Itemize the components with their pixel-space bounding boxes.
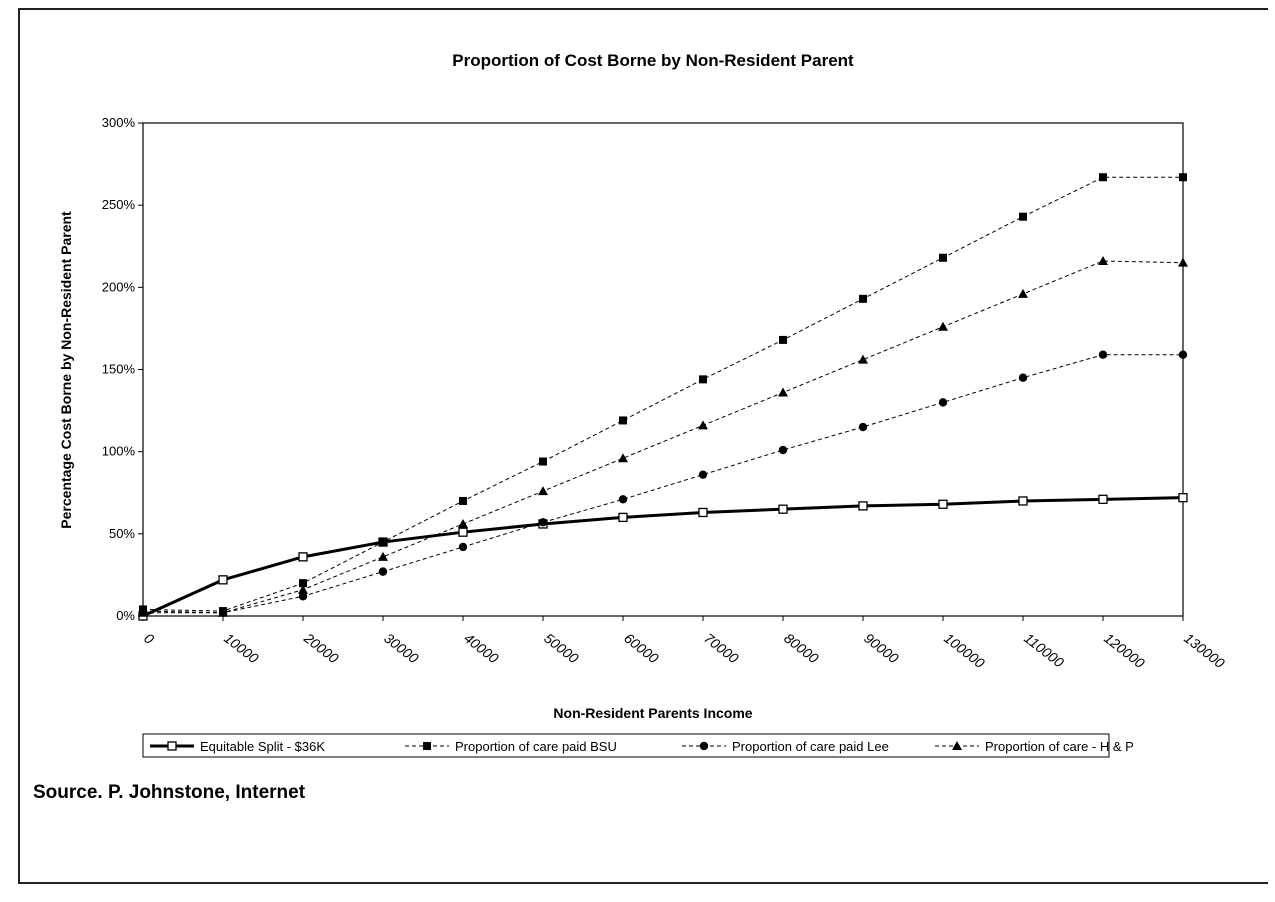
data-point [858, 501, 868, 511]
legend-label: Equitable Split - $36K [200, 739, 325, 754]
y-tick-label: 200% [102, 279, 136, 294]
data-point [699, 375, 707, 384]
x-axis-label: Non-Resident Parents Income [553, 705, 752, 721]
data-point [618, 495, 628, 504]
data-point [218, 607, 228, 617]
data-point [539, 457, 547, 466]
data-point [938, 499, 948, 509]
data-point [938, 321, 948, 331]
legend-marker [699, 741, 709, 751]
series-2 [139, 173, 1187, 616]
data-point [1178, 257, 1188, 267]
x-tick-label: 10000 [221, 630, 262, 667]
chart-frame [18, 8, 1268, 884]
data-point [779, 335, 787, 344]
y-tick-label: 250% [102, 197, 136, 212]
plot-area [142, 122, 1184, 617]
data-point [298, 552, 308, 562]
data-point [459, 496, 467, 505]
legend-label: Proportion of care paid Lee [732, 739, 889, 754]
x-tick-label: 90000 [861, 630, 902, 667]
x-tick-label: 110000 [1021, 630, 1067, 671]
legend: Equitable Split - $36K Proportion of care… [150, 739, 1134, 754]
data-point [538, 518, 548, 527]
data-point [1019, 212, 1027, 221]
y-tick-label: 50% [109, 526, 135, 541]
legend-marker [952, 741, 962, 750]
data-point [1179, 173, 1187, 182]
series-line [143, 260, 1184, 614]
y-axis-label: Percentage Cost Borne by Non-Resident Pa… [58, 211, 74, 529]
source-note: Source. P. Johnstone, Internet [33, 782, 306, 803]
data-point [458, 527, 468, 537]
legend-marker [167, 741, 177, 751]
x-tick-label: 50000 [541, 630, 582, 667]
y-tick-label: 300% [102, 115, 136, 130]
x-tick-label: 40000 [461, 630, 502, 667]
data-point [458, 542, 468, 552]
legend-marker [423, 742, 431, 750]
data-point [698, 470, 708, 479]
x-tick-label: 100000 [941, 630, 988, 672]
data-point [138, 607, 148, 617]
x-tick-label: 80000 [781, 630, 822, 667]
data-point [858, 422, 868, 432]
data-point [698, 507, 708, 518]
legend-label: Proportion of care - H & P [985, 739, 1134, 754]
legend-box [142, 733, 1110, 758]
data-point [298, 592, 308, 601]
x-tick-label: 0 [141, 630, 157, 648]
data-point [778, 504, 788, 514]
data-point [378, 567, 388, 576]
data-point [218, 575, 228, 585]
data-point [618, 512, 628, 523]
data-point [1178, 493, 1188, 503]
series-4 [138, 256, 1188, 617]
series-1 [138, 493, 1188, 621]
x-tick-label: 70000 [701, 630, 742, 667]
y-axis-ticks: 0% 50% 100% 150% 200% 250% 300% [102, 115, 143, 623]
y-tick-label: 100% [102, 444, 136, 459]
legend-label: Proportion of care paid BSU [455, 739, 617, 754]
data-point [858, 354, 868, 364]
y-tick-label: 0% [116, 608, 135, 623]
data-point [939, 253, 947, 262]
data-point [938, 398, 948, 407]
series-layer [138, 173, 1188, 621]
data-point [458, 518, 468, 528]
data-point [618, 453, 628, 463]
data-point [1098, 350, 1108, 359]
y-tick-label: 150% [102, 362, 136, 377]
data-point [378, 551, 388, 561]
data-point [698, 420, 708, 430]
data-point [1098, 494, 1108, 504]
x-tick-label: 60000 [621, 630, 662, 667]
x-tick-label: 30000 [381, 630, 422, 667]
series-3 [138, 350, 1188, 617]
data-point [1098, 256, 1108, 266]
data-point [379, 538, 387, 547]
data-point [1018, 496, 1028, 506]
data-point [538, 486, 548, 496]
data-point [1018, 288, 1028, 298]
series-line [142, 496, 1184, 618]
data-point [778, 445, 788, 455]
data-point [1018, 373, 1028, 382]
data-point [1178, 350, 1188, 359]
x-tick-label: 120000 [1101, 630, 1148, 672]
series-line [142, 354, 1183, 614]
x-tick-label: 20000 [300, 629, 341, 666]
chart-title: Proportion of Cost Borne by Non-Resident… [452, 51, 854, 70]
data-point [1099, 173, 1107, 182]
data-point [859, 294, 867, 303]
data-point [299, 579, 307, 588]
data-point [298, 584, 308, 594]
series-line [142, 176, 1183, 612]
x-tick-label: 130000 [1181, 630, 1228, 672]
data-point [619, 416, 627, 425]
data-point [778, 387, 788, 397]
x-axis-ticks: 0 10000 20000 30000 40000 50000 60000 70000 8000… [141, 616, 1228, 671]
